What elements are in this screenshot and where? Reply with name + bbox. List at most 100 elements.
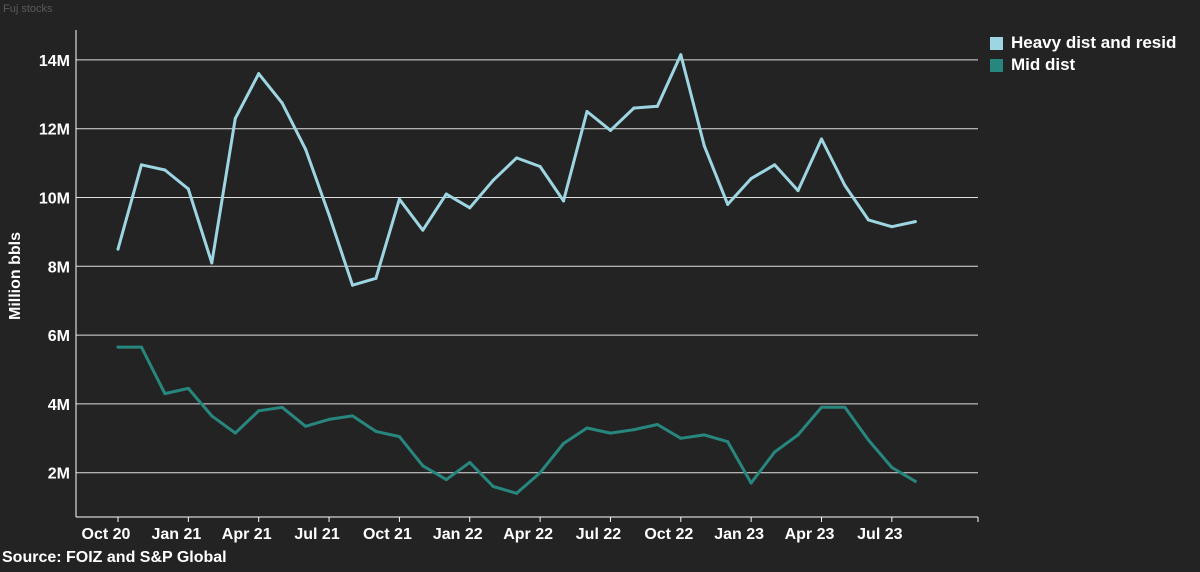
data-point-mid-dist [773,450,777,454]
data-point-mid-dist [280,405,284,409]
y-tick-label: 14M [39,53,70,70]
x-tick-label: Jan 23 [714,526,764,543]
data-point-heavy-dist [843,183,847,187]
y-tick-label: 8M [48,259,70,276]
x-tick-label: Jul 21 [294,526,339,543]
legend-item-mid-dist: Mid dist [990,54,1176,76]
data-point-mid-dist [351,414,354,418]
data-point-heavy-dist [773,163,777,167]
x-tick-label: Apr 23 [785,526,835,543]
data-point-heavy-dist [257,72,261,76]
data-point-mid-dist [210,414,214,418]
data-point-heavy-dist [913,220,917,224]
data-point-heavy-dist [280,101,284,105]
data-point-heavy-dist [866,218,870,222]
x-tick-label: Oct 20 [82,526,131,543]
data-point-heavy-dist [608,128,612,132]
series-lines [116,53,917,495]
data-point-mid-dist [304,424,308,428]
legend-swatch-mid-dist [990,58,1003,72]
data-point-heavy-dist [210,261,214,265]
y-tick-label: 4M [48,397,70,414]
data-point-heavy-dist [726,202,730,206]
data-point-heavy-dist [374,276,378,280]
data-point-mid-dist [491,484,495,488]
series-line-heavy-dist [116,53,917,287]
data-point-heavy-dist [702,144,706,148]
data-point-mid-dist [679,436,683,440]
gridlines [76,59,978,474]
y-tick-label: 12M [39,122,70,139]
data-point-mid-dist [444,478,448,482]
data-point-heavy-dist [890,225,894,229]
data-point-mid-dist [327,417,331,421]
x-tick-label: Apr 22 [503,526,553,543]
data-point-mid-dist [233,431,237,435]
data-point-heavy-dist [796,189,800,193]
x-tick-label: Oct 21 [363,526,412,543]
data-point-mid-dist [374,429,378,433]
y-tick-label: 2M [48,466,70,483]
data-point-heavy-dist [562,199,566,203]
y-axis-label: Million bbls [7,232,24,320]
data-point-heavy-dist [327,213,331,217]
legend: Heavy dist and resid Mid dist [990,32,1176,76]
x-tick-label: Jul 22 [576,526,621,543]
data-point-mid-dist [139,345,143,349]
data-point-heavy-dist [139,163,143,167]
legend-item-heavy-dist: Heavy dist and resid [990,32,1176,54]
data-point-mid-dist [585,426,589,430]
data-point-heavy-dist [491,178,495,182]
data-point-heavy-dist [820,137,823,141]
x-tick-label: Jul 23 [857,526,902,543]
data-point-heavy-dist [304,147,308,151]
data-point-heavy-dist [116,247,120,251]
data-point-heavy-dist [186,187,190,191]
data-point-heavy-dist [421,228,425,232]
x-tick-label: Apr 21 [222,526,272,543]
data-point-mid-dist [116,345,120,349]
legend-swatch-heavy-dist [990,36,1003,50]
data-point-mid-dist [515,491,519,495]
data-point-mid-dist [843,405,847,409]
x-tick-label: Jan 22 [433,526,483,543]
data-point-heavy-dist [515,156,519,160]
y-tick-label: 10M [39,191,70,208]
data-point-heavy-dist [538,165,542,169]
data-point-heavy-dist [679,53,683,57]
data-point-heavy-dist [233,116,237,120]
data-point-mid-dist [397,435,401,439]
data-point-mid-dist [820,405,823,409]
axes: 2M 4M 6M 8M 10M 12M 14M Oct 20 Jan 21 Apr 21 Jul 2… [39,30,979,543]
data-point-heavy-dist [655,104,659,108]
data-point-heavy-dist [351,283,354,287]
x-tick-label: Oct 22 [644,526,693,543]
x-tick-label: Jan 21 [151,526,201,543]
legend-label-heavy-dist: Heavy dist and resid [1011,33,1177,52]
data-point-heavy-dist [444,192,448,196]
data-point-mid-dist [163,392,167,396]
y-tick-label: 6M [48,328,70,345]
series-line-mid-dist [116,345,917,495]
data-point-heavy-dist [163,168,167,172]
data-point-heavy-dist [749,177,753,181]
data-point-mid-dist [749,481,753,485]
data-point-mid-dist [655,423,659,427]
legend-label-mid-dist: Mid dist [1011,55,1076,74]
data-point-heavy-dist [632,106,636,110]
data-point-mid-dist [632,428,636,432]
data-point-heavy-dist [468,206,472,210]
data-point-mid-dist [866,438,870,442]
data-point-mid-dist [562,441,566,445]
data-point-mid-dist [702,433,706,437]
data-point-mid-dist [890,466,894,470]
data-point-mid-dist [257,409,261,413]
data-point-mid-dist [186,386,190,390]
data-point-mid-dist [726,440,730,444]
data-point-mid-dist [796,433,800,437]
data-point-heavy-dist [397,197,401,201]
data-point-mid-dist [538,471,542,475]
data-point-mid-dist [608,431,612,435]
data-point-mid-dist [468,460,472,464]
